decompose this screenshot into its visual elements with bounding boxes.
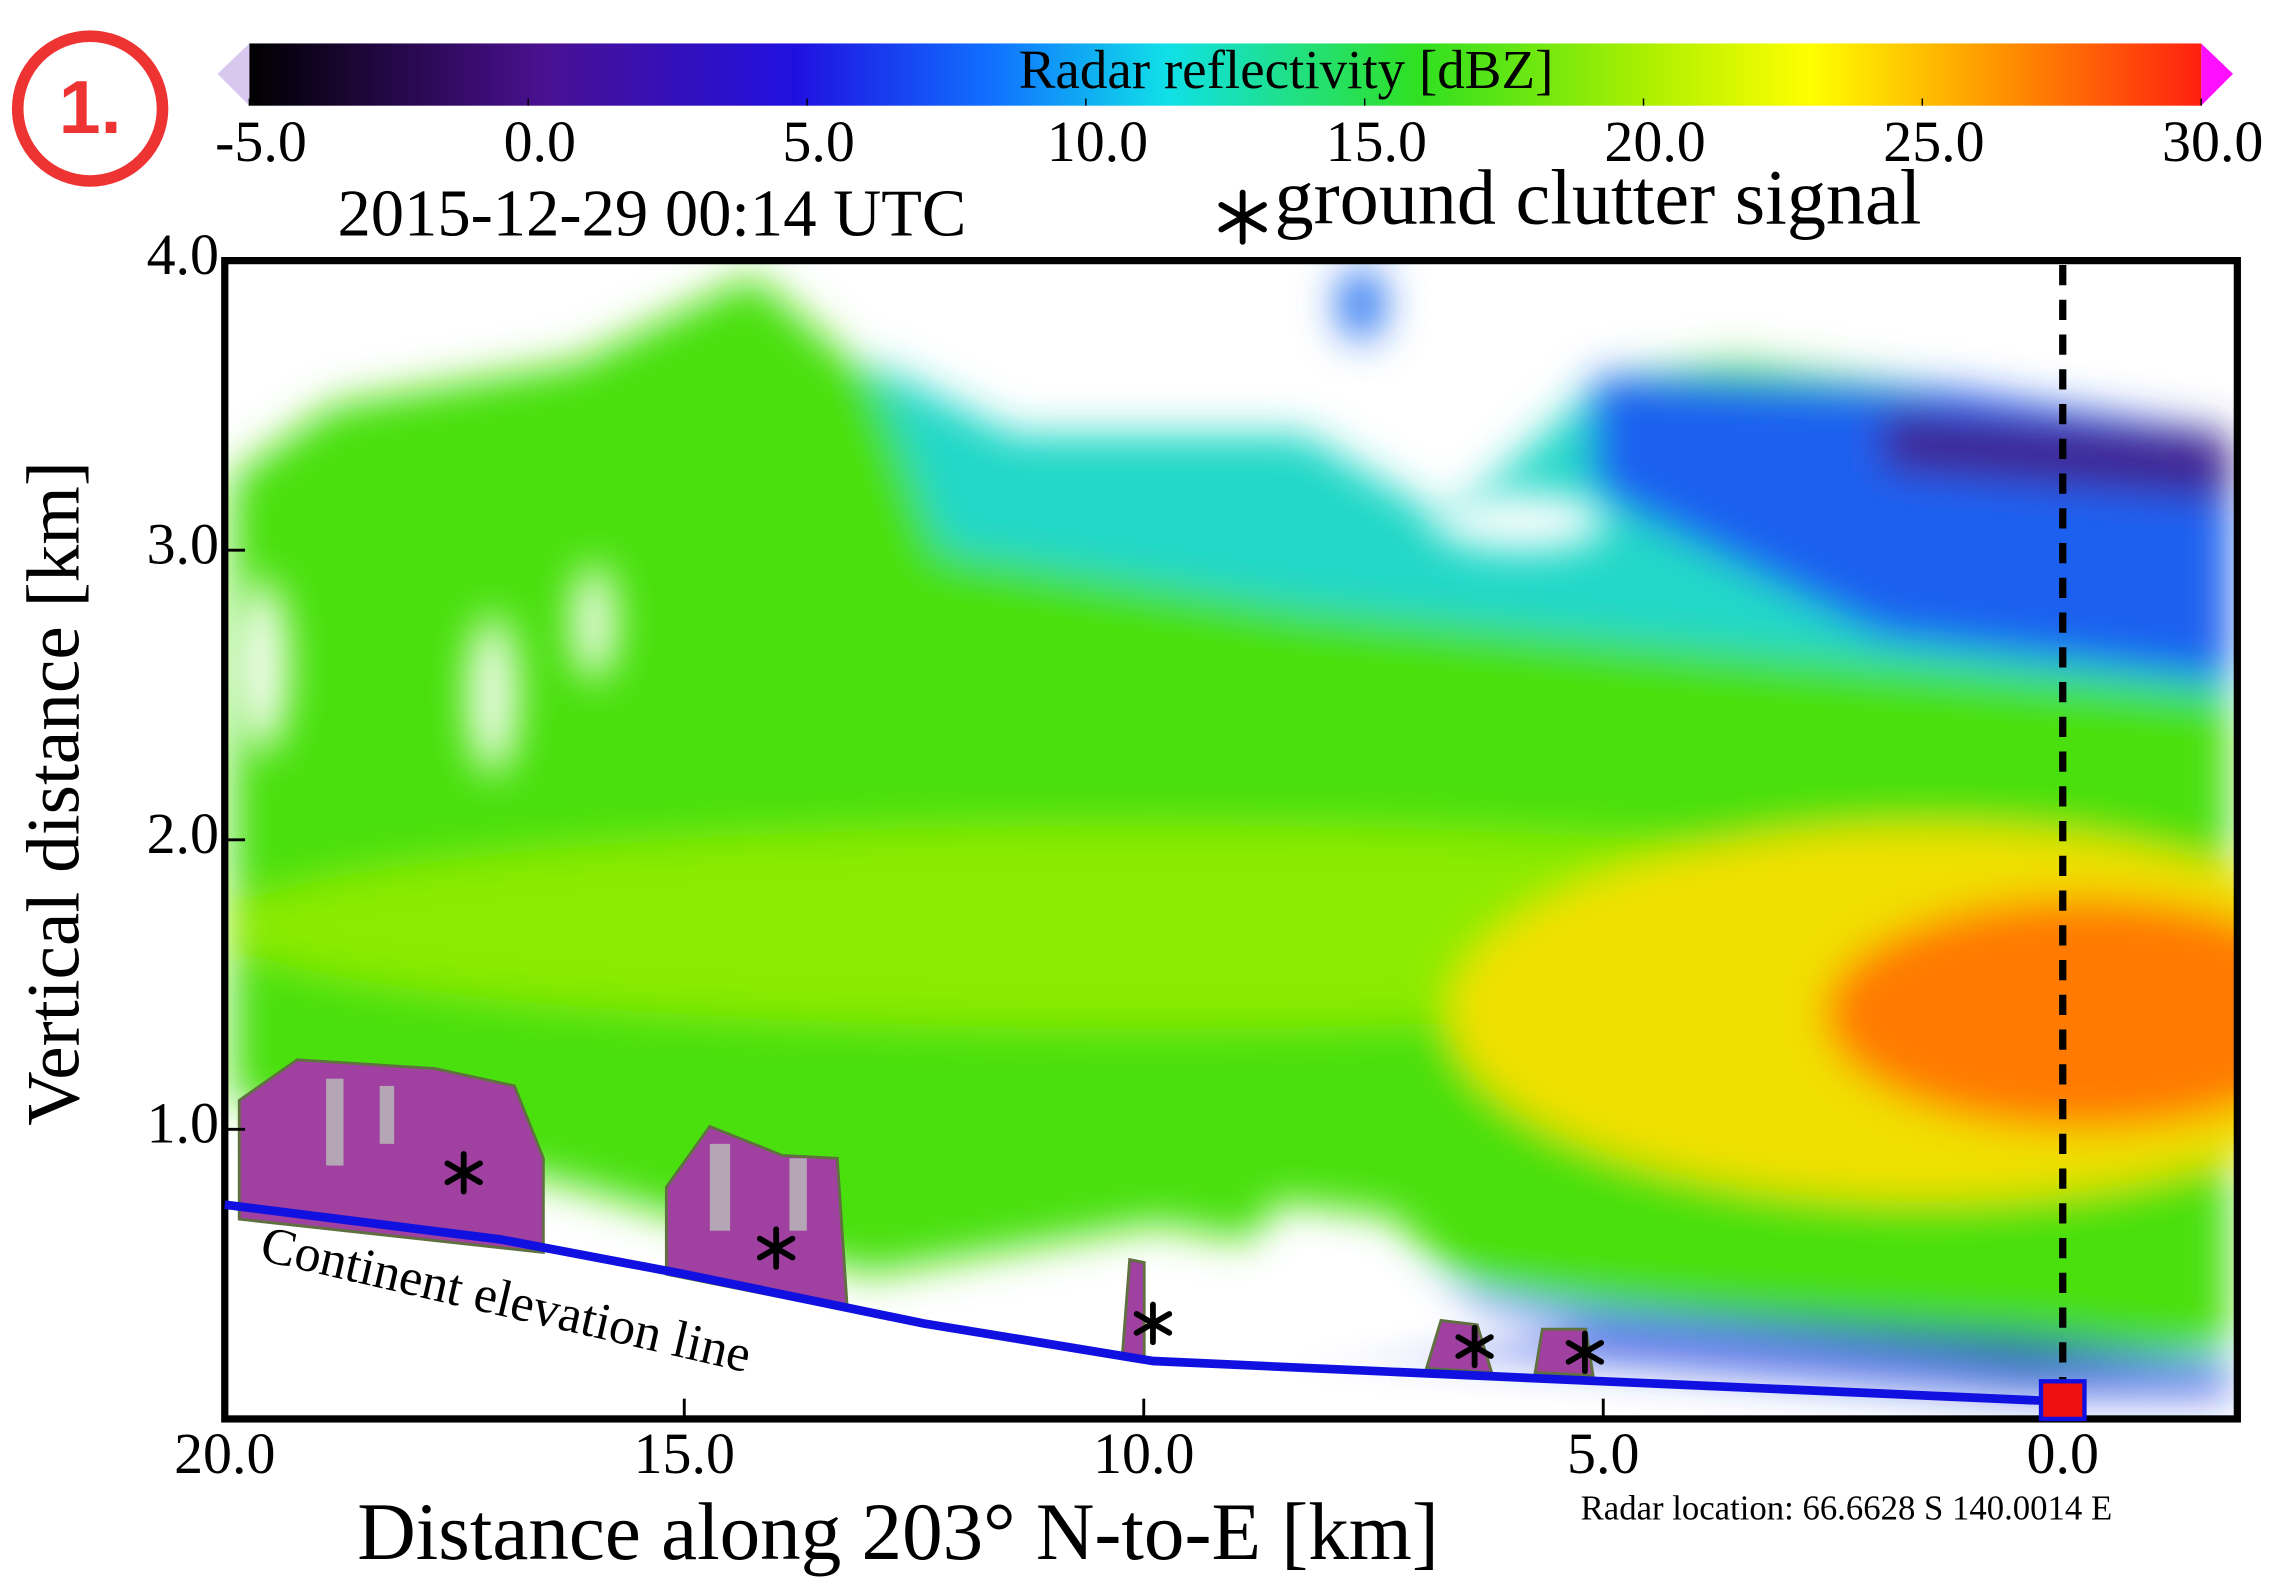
x-axis-label: Distance along 203° N-to-E [km]: [357, 1487, 1439, 1577]
badge-label: 1.: [59, 65, 122, 149]
x-tick-label: 5.0: [1567, 1421, 1639, 1486]
y-tick-label: 2.0: [147, 801, 219, 866]
asterisk-stroke: [1218, 201, 1267, 233]
asterisk-stroke: [444, 1160, 483, 1186]
chart-title: 2015-12-29 00:14 UTC: [337, 177, 966, 250]
x-tick-label: 10.0: [1093, 1421, 1194, 1486]
radar-marker: [2038, 1379, 2087, 1422]
legend-marker: [1218, 189, 1267, 245]
colorbar-tick-label: 15.0: [1326, 109, 1427, 174]
y-tick-label: 4.0: [147, 222, 219, 287]
radar-location: Radar location: 66.6628 S 140.0014 E: [1581, 1489, 2113, 1528]
y-tick-label: 3.0: [147, 511, 219, 576]
asterisk-stroke: [1565, 1340, 1605, 1365]
asterisk-stroke: [1455, 1334, 1494, 1359]
x-tick-label: 15.0: [634, 1421, 735, 1486]
clutter-marker: [756, 1226, 796, 1270]
colorbar-extension: [2201, 43, 2234, 106]
badge: [11, 30, 169, 187]
clutter-marker: [1455, 1324, 1494, 1369]
clutter-marker: [1565, 1330, 1605, 1375]
colorbar-tick-label: 25.0: [1883, 109, 1984, 174]
colorbar-tick-label: 5.0: [782, 109, 854, 174]
elevation-line: [224, 1200, 2063, 1406]
asterisk-stroke: [1133, 1311, 1173, 1336]
clutter-marker: [444, 1151, 483, 1195]
colorbar-tick-label: -5.0: [215, 109, 307, 174]
colorbar-tick-label: 10.0: [1047, 109, 1148, 174]
colorbar: [249, 43, 2202, 106]
legend-label: ground clutter signal: [1274, 154, 1921, 241]
y-axis-label: Vertical distance [km]: [12, 461, 95, 1126]
x-tick-label: 20.0: [174, 1421, 275, 1486]
colorbar-extension: [217, 43, 250, 106]
clutter-marker: [1133, 1301, 1173, 1346]
reflectivity-field: [227, 267, 2235, 1417]
y-tick-label: 1.0: [147, 1091, 219, 1156]
colorbar-tick-label: 20.0: [1604, 109, 1705, 174]
colorbar-tick-label: 30.0: [2162, 109, 2263, 174]
x-tick-label: 0.0: [2027, 1421, 2099, 1486]
asterisk-stroke: [756, 1235, 796, 1261]
colorbar-label: Radar reflectivity [dBZ]: [1019, 39, 1554, 100]
colorbar-tick-label: 0.0: [504, 109, 576, 174]
